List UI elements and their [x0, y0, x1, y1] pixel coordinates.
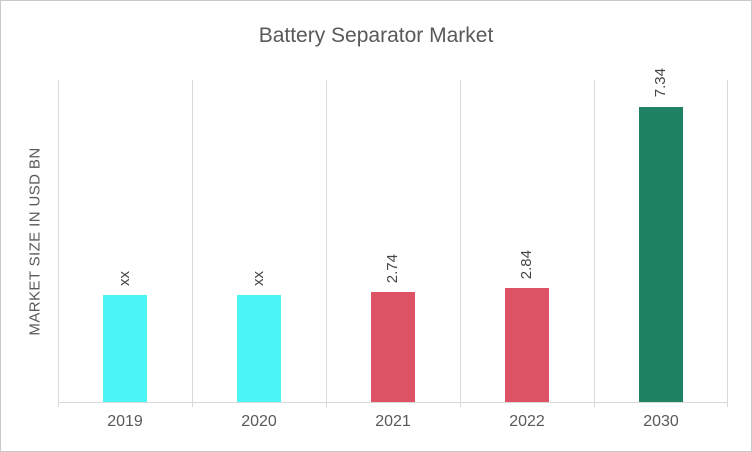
x-axis-tick	[594, 402, 595, 407]
bar-2019	[103, 295, 147, 402]
bar-column-2019: xx	[58, 80, 192, 402]
vertical-gridline	[326, 80, 327, 402]
bar-column-2030: 7.34	[594, 68, 728, 402]
vertical-gridline	[460, 80, 461, 402]
bar-2020	[237, 294, 281, 402]
bar-column-2020: xx	[192, 80, 326, 402]
vertical-gridline	[192, 80, 193, 402]
bar-value-label-2030: 7.34	[652, 68, 669, 98]
bar-value-label-2022: 2.84	[518, 249, 535, 279]
bar-value-label-2021: 2.74	[384, 253, 401, 283]
y-axis-title-box: MARKET SIZE IN USD BN	[21, 80, 49, 402]
x-tick-label-2021: 2021	[375, 413, 411, 430]
chart-title: Battery Separator Market	[258, 24, 494, 47]
x-axis-tick	[326, 402, 327, 407]
bar-column-2022: 2.84	[460, 80, 594, 402]
x-tick-label-2022: 2022	[509, 413, 545, 430]
x-tick-label-2030: 2030	[643, 413, 679, 430]
x-axis-tick	[58, 402, 59, 407]
bar-2021	[371, 291, 415, 402]
bar-column-2021: 2.74	[326, 80, 460, 402]
x-axis-tick	[192, 402, 193, 407]
bar-value-label-2019: xx	[116, 271, 133, 287]
x-tick-label-2020: 2020	[241, 413, 277, 430]
y-axis-title: MARKET SIZE IN USD BN	[26, 146, 44, 336]
vertical-gridline	[727, 80, 728, 402]
bar-2030	[639, 106, 683, 402]
x-axis-tick	[460, 402, 461, 407]
vertical-gridline	[58, 80, 59, 402]
bar-value-label-2020: xx	[250, 270, 267, 286]
x-axis-tick	[727, 402, 728, 407]
plot-area: xx xx 2.74 2.84 7.34	[58, 68, 728, 407]
x-tick-label-2019: 2019	[107, 413, 143, 430]
x-axis-labels: 2019 2020 2021 2022 2030	[58, 413, 728, 431]
bar-2022	[505, 287, 549, 402]
vertical-gridline	[594, 80, 595, 402]
